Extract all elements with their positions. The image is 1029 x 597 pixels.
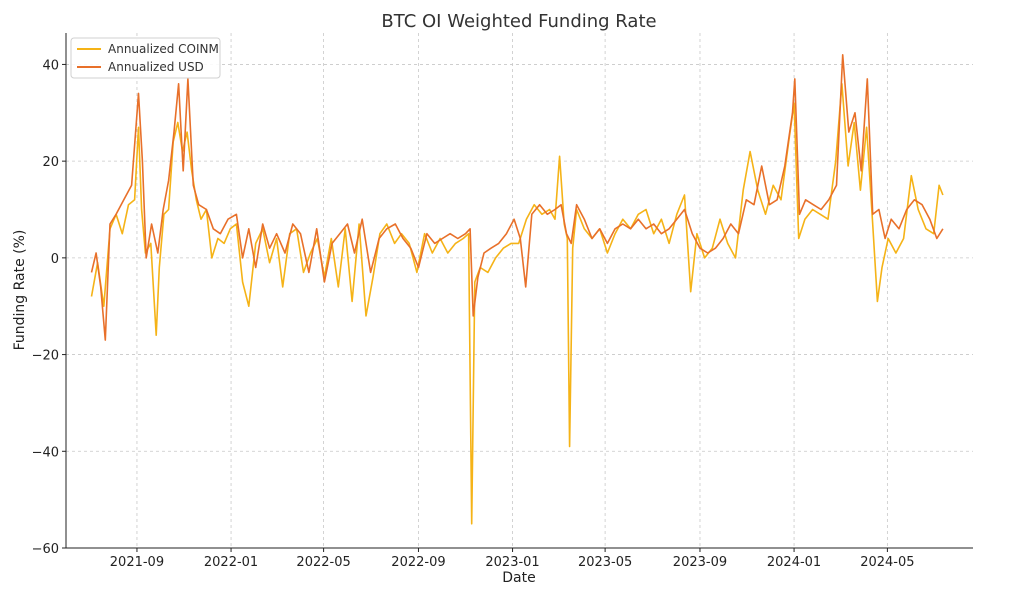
x-tick-label: 2022-05 bbox=[296, 555, 350, 570]
x-tick-label: 2021-09 bbox=[110, 555, 164, 570]
x-axis-title: Date bbox=[502, 570, 535, 586]
y-tick-label: −20 bbox=[32, 349, 59, 364]
legend-frame bbox=[70, 37, 221, 79]
y-tick-label: −60 bbox=[32, 542, 59, 557]
series-line-usd bbox=[90, 54, 944, 341]
series-layer bbox=[90, 54, 944, 525]
x-tick-label: 2023-01 bbox=[485, 555, 539, 570]
y-tick-label: 0 bbox=[51, 252, 59, 267]
series-line-coinm bbox=[90, 83, 944, 525]
x-ticks: 2021-09 2022-01 2022-05 2022-09 2023-01 2023-… bbox=[110, 548, 915, 570]
legend: Annualized COINM Annualized USD bbox=[70, 37, 221, 79]
legend-label-usd: Annualized USD bbox=[108, 60, 204, 74]
x-tick-label: 2024-05 bbox=[860, 555, 914, 570]
y-tick-label: 20 bbox=[42, 155, 59, 170]
x-tick-label: 2023-09 bbox=[673, 555, 727, 570]
x-tick-label: 2024-01 bbox=[767, 555, 821, 570]
legend-label-coinm: Annualized COINM bbox=[108, 42, 219, 56]
chart-title: BTC OI Weighted Funding Rate bbox=[381, 11, 656, 32]
x-tick-label: 2023-05 bbox=[578, 555, 632, 570]
y-ticks: −60 −40 −20 0 20 40 bbox=[32, 58, 66, 557]
y-axis-title: Funding Rate (%) bbox=[12, 230, 28, 351]
x-tick-label: 2022-09 bbox=[391, 555, 445, 570]
y-tick-label: −40 bbox=[32, 445, 59, 460]
y-tick-label: 40 bbox=[42, 58, 59, 73]
axes-layer bbox=[65, 33, 973, 549]
x-tick-label: 2022-01 bbox=[204, 555, 258, 570]
